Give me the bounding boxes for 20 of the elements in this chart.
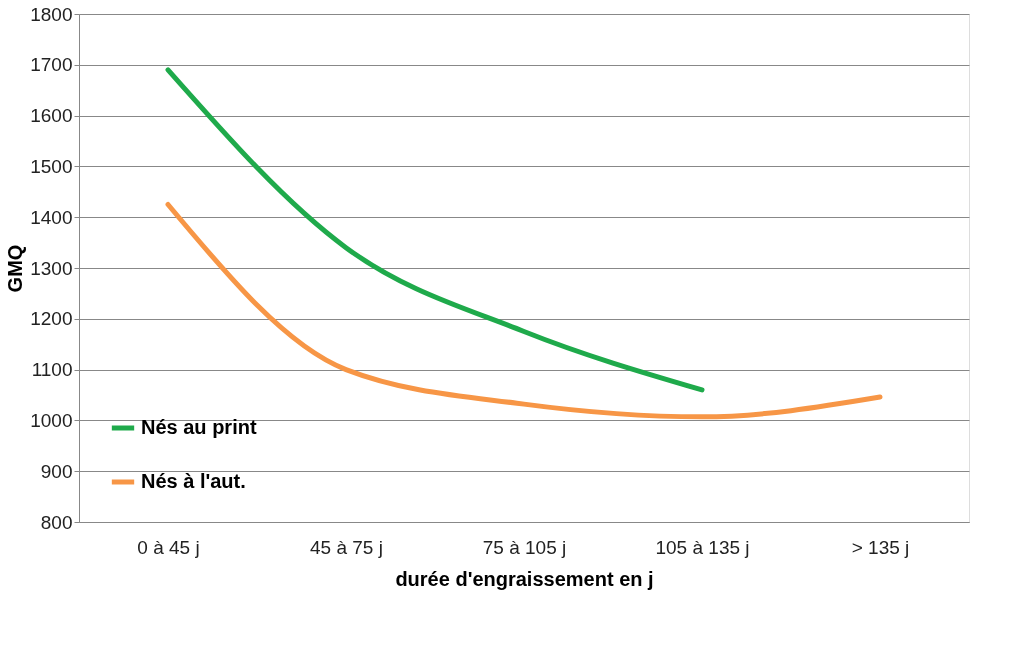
x-axis-title: durée d'engraissement en j <box>395 567 654 590</box>
x-tick-label: 45 à 75 j <box>310 536 383 558</box>
x-tick-label: > 135 j <box>851 536 910 558</box>
y-tick-label: 1400 <box>30 206 73 228</box>
y-tick-label: 800 <box>40 511 73 533</box>
y-axis-title: GMQ <box>4 244 27 293</box>
y-tick-label: 1100 <box>31 359 73 381</box>
y-tick-label: 1300 <box>30 257 73 279</box>
y-tick-label: 1500 <box>30 155 73 177</box>
x-tick-label: 105 à 135 j <box>655 536 750 558</box>
y-tick-label: 1000 <box>30 409 73 431</box>
legend-label: Nés au print <box>141 416 257 438</box>
y-tick-label: 900 <box>40 460 73 482</box>
y-tick-label: 1800 <box>30 3 73 25</box>
x-tick-label: 75 à 105 j <box>482 536 567 558</box>
y-tick-label: 1700 <box>30 54 73 76</box>
legend-label: Nés à l'aut. <box>141 470 246 492</box>
x-tick-label: 0 à 45 j <box>137 536 200 558</box>
y-tick-label: 1600 <box>30 105 73 127</box>
y-tick-label: 1200 <box>30 308 73 330</box>
